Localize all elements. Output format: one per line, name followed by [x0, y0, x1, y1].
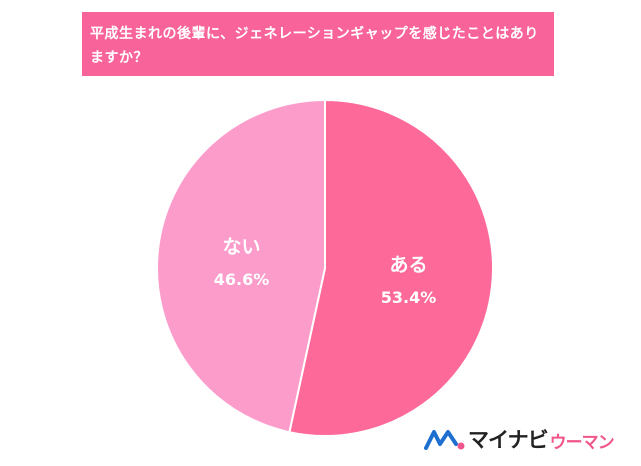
slice-value-label-1: 53.4%: [381, 288, 437, 307]
slice-label-2: ない: [222, 236, 260, 258]
slice-value-label-2: 46.6%: [214, 270, 270, 289]
mynavi-woman-logo: マイナビ ウーマン: [424, 424, 615, 454]
pie-slice-2: [156, 98, 326, 434]
mynavi-logo-icon: [424, 430, 465, 450]
pie-slice-1: [288, 98, 494, 437]
slice-label-1: ある: [390, 254, 428, 276]
logo-main-text: マイナビ: [468, 428, 549, 452]
logo-sub-text: ウーマン: [549, 433, 615, 453]
chart-title: 平成生まれの後輩に、ジェネレーションギャップを感じたことはありますか？: [82, 12, 554, 76]
